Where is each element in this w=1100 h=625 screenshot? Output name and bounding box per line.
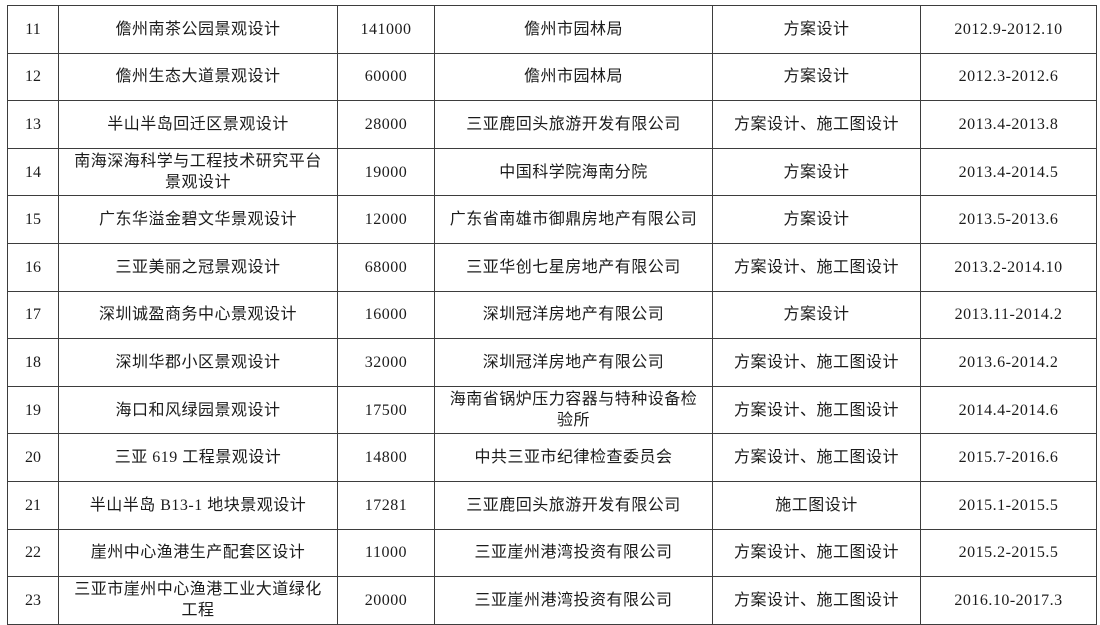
area-cell: 32000 [337,338,435,387]
period-cell: 2013.4-2014.5 [920,147,1097,197]
row-number-cell: 22 [7,528,59,578]
project-name-cell: 儋州南茶公园景观设计 [58,5,338,54]
row-number-cell: 14 [7,147,59,197]
period-cell: 2016.10-2017.3 [920,576,1097,625]
design-scope-cell: 方案设计 [712,52,921,102]
table-row: 16 三亚美丽之冠景观设计 68000 三亚华创七星房地产有限公司 方案设计、施… [7,242,1097,292]
project-name-cell: 三亚 619 工程景观设计 [58,433,338,482]
project-name-cell: 三亚市崖州中心渔港工业大道绿化 工程 [58,576,338,625]
period-cell: 2013.5-2013.6 [920,195,1097,244]
area-cell: 60000 [337,52,435,102]
table-body: 11 儋州南茶公园景观设计 141000 儋州市园林局 方案设计 2012.9-… [7,5,1097,625]
client-cell: 海南省锅炉压力容器与特种设备检 验所 [434,385,713,435]
design-scope-cell: 方案设计、施工图设计 [712,242,921,292]
period-cell: 2013.2-2014.10 [920,242,1097,292]
area-cell: 11000 [337,528,435,578]
period-cell: 2012.9-2012.10 [920,5,1097,54]
client-cell: 广东省南雄市御鼎房地产有限公司 [434,195,713,244]
area-cell: 141000 [337,5,435,54]
design-scope-cell: 方案设计、施工图设计 [712,433,921,482]
table-row: 12 儋州生态大道景观设计 60000 儋州市园林局 方案设计 2012.3-2… [7,52,1097,102]
area-cell: 68000 [337,242,435,292]
client-cell: 儋州市园林局 [434,5,713,54]
area-cell: 20000 [337,576,435,625]
client-cell: 三亚华创七星房地产有限公司 [434,242,713,292]
client-cell: 三亚崖州港湾投资有限公司 [434,576,713,625]
client-cell: 深圳冠洋房地产有限公司 [434,338,713,387]
project-name-cell: 深圳诚盈商务中心景观设计 [58,290,338,340]
table-row: 13 半山半岛回迁区景观设计 28000 三亚鹿回头旅游开发有限公司 方案设计、… [7,100,1097,149]
table-row: 20 三亚 619 工程景观设计 14800 中共三亚市纪律检查委员会 方案设计… [7,433,1097,482]
area-cell: 14800 [337,433,435,482]
projects-table: 11 儋州南茶公园景观设计 141000 儋州市园林局 方案设计 2012.9-… [7,5,1097,625]
design-scope-cell: 方案设计、施工图设计 [712,576,921,625]
document-page: 11 儋州南茶公园景观设计 141000 儋州市园林局 方案设计 2012.9-… [0,5,1100,625]
design-scope-cell: 施工图设计 [712,480,921,530]
area-cell: 17500 [337,385,435,435]
table-row: 17 深圳诚盈商务中心景观设计 16000 深圳冠洋房地产有限公司 方案设计 2… [7,290,1097,340]
project-name-cell: 海口和风绿园景观设计 [58,385,338,435]
table-row: 11 儋州南茶公园景观设计 141000 儋州市园林局 方案设计 2012.9-… [7,5,1097,54]
design-scope-cell: 方案设计、施工图设计 [712,338,921,387]
period-cell: 2013.11-2014.2 [920,290,1097,340]
period-cell: 2015.1-2015.5 [920,480,1097,530]
client-cell: 三亚崖州港湾投资有限公司 [434,528,713,578]
project-name-cell: 崖州中心渔港生产配套区设计 [58,528,338,578]
design-scope-cell: 方案设计、施工图设计 [712,385,921,435]
row-number-cell: 21 [7,480,59,530]
area-cell: 19000 [337,147,435,197]
row-number-cell: 18 [7,338,59,387]
table-row: 23 三亚市崖州中心渔港工业大道绿化 工程 20000 三亚崖州港湾投资有限公司… [7,576,1097,625]
row-number-cell: 23 [7,576,59,625]
table-row: 15 广东华溢金碧文华景观设计 12000 广东省南雄市御鼎房地产有限公司 方案… [7,195,1097,244]
row-number-cell: 15 [7,195,59,244]
period-cell: 2014.4-2014.6 [920,385,1097,435]
area-cell: 28000 [337,100,435,149]
project-name-cell: 半山半岛回迁区景观设计 [58,100,338,149]
table-row: 21 半山半岛 B13-1 地块景观设计 17281 三亚鹿回头旅游开发有限公司… [7,480,1097,530]
period-cell: 2013.4-2013.8 [920,100,1097,149]
project-name-cell: 深圳华郡小区景观设计 [58,338,338,387]
table-row: 18 深圳华郡小区景观设计 32000 深圳冠洋房地产有限公司 方案设计、施工图… [7,338,1097,387]
design-scope-cell: 方案设计 [712,290,921,340]
table-row: 19 海口和风绿园景观设计 17500 海南省锅炉压力容器与特种设备检 验所 方… [7,385,1097,435]
design-scope-cell: 方案设计 [712,5,921,54]
client-cell: 三亚鹿回头旅游开发有限公司 [434,480,713,530]
client-cell: 中国科学院海南分院 [434,147,713,197]
row-number-cell: 13 [7,100,59,149]
period-cell: 2015.7-2016.6 [920,433,1097,482]
client-cell: 深圳冠洋房地产有限公司 [434,290,713,340]
row-number-cell: 19 [7,385,59,435]
row-number-cell: 16 [7,242,59,292]
row-number-cell: 11 [7,5,59,54]
client-cell: 三亚鹿回头旅游开发有限公司 [434,100,713,149]
period-cell: 2013.6-2014.2 [920,338,1097,387]
area-cell: 12000 [337,195,435,244]
period-cell: 2015.2-2015.5 [920,528,1097,578]
area-cell: 17281 [337,480,435,530]
table-row: 22 崖州中心渔港生产配套区设计 11000 三亚崖州港湾投资有限公司 方案设计… [7,528,1097,578]
period-cell: 2012.3-2012.6 [920,52,1097,102]
table-row: 14 南海深海科学与工程技术研究平台 景观设计 19000 中国科学院海南分院 … [7,147,1097,197]
row-number-cell: 12 [7,52,59,102]
design-scope-cell: 方案设计 [712,195,921,244]
area-cell: 16000 [337,290,435,340]
client-cell: 儋州市园林局 [434,52,713,102]
project-name-cell: 三亚美丽之冠景观设计 [58,242,338,292]
project-name-cell: 半山半岛 B13-1 地块景观设计 [58,480,338,530]
design-scope-cell: 方案设计、施工图设计 [712,528,921,578]
project-name-cell: 儋州生态大道景观设计 [58,52,338,102]
row-number-cell: 20 [7,433,59,482]
design-scope-cell: 方案设计、施工图设计 [712,100,921,149]
client-cell: 中共三亚市纪律检查委员会 [434,433,713,482]
project-name-cell: 广东华溢金碧文华景观设计 [58,195,338,244]
row-number-cell: 17 [7,290,59,340]
design-scope-cell: 方案设计 [712,147,921,197]
project-name-cell: 南海深海科学与工程技术研究平台 景观设计 [58,147,338,197]
